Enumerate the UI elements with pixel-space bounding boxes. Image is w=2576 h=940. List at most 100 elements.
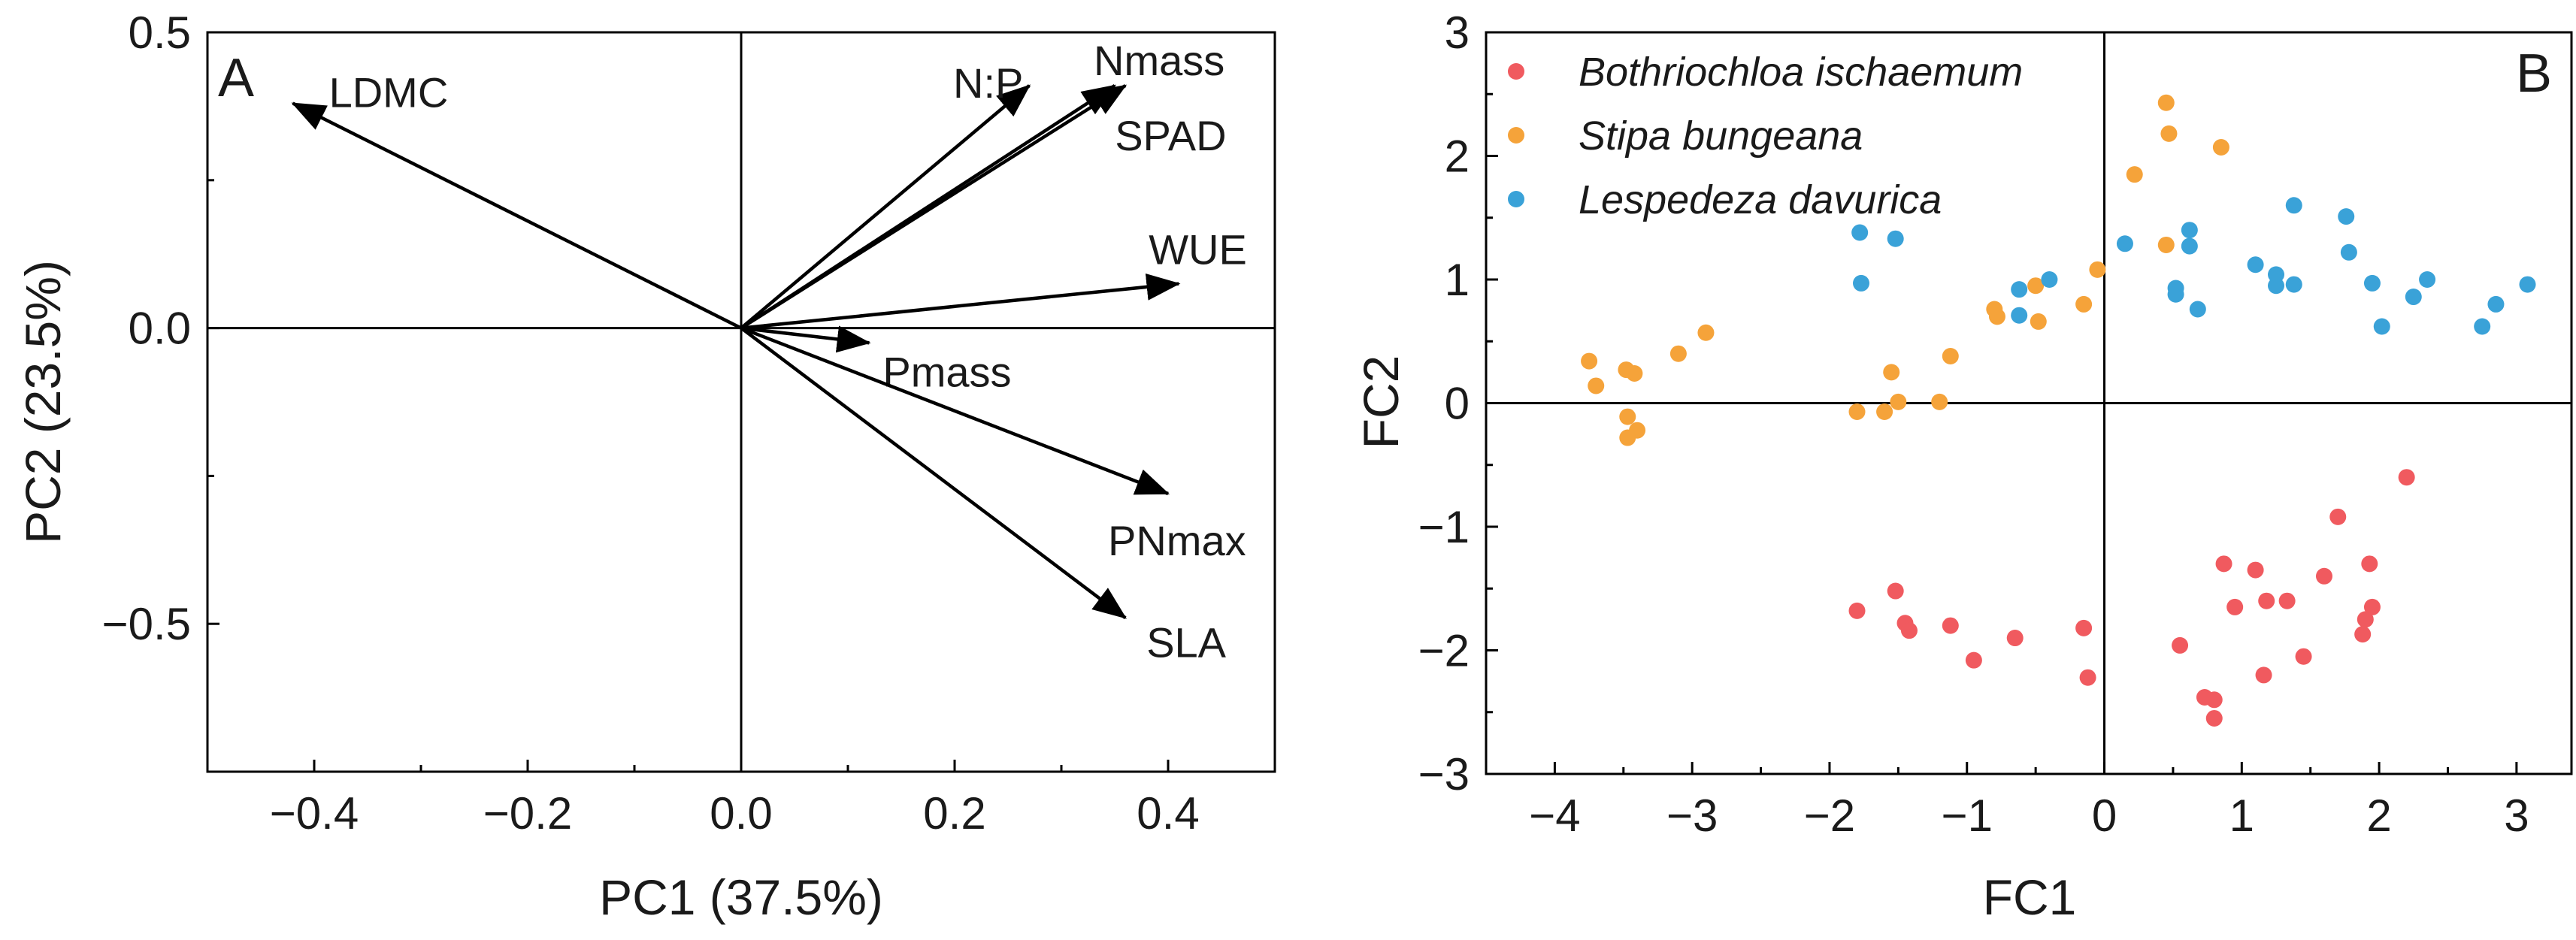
point-lespedeza-davurica <box>2041 271 2058 288</box>
point-lespedeza-davurica <box>2285 276 2302 293</box>
vector-label-n-p: N:P <box>953 59 1023 107</box>
panel-a-y-axis-label: PC2 (23.5%) <box>15 260 71 544</box>
point-lespedeza-davurica <box>2340 243 2357 261</box>
panel-b-label: B <box>2516 44 2552 104</box>
loading-vector-spad <box>740 83 1128 330</box>
legend-marker-lespedeza-davurica <box>1508 191 1524 207</box>
panel-b-x-tick-label: 2 <box>2366 790 2391 841</box>
point-stipa-bungeana <box>1619 408 1636 425</box>
panel-b-y-tick-label: 3 <box>1445 8 1470 58</box>
legend-label-bothriochloa-ischaemum: Bothriochloa ischaemum <box>1579 50 2023 95</box>
point-stipa-bungeana <box>2089 261 2106 278</box>
point-bothriochloa-ischaemum <box>1965 651 1982 669</box>
panel-b-y-axis-label: FC2 <box>1353 355 1409 449</box>
panel-b-x-tick-label: 3 <box>2504 790 2529 841</box>
point-bothriochloa-ischaemum <box>2215 555 2232 573</box>
point-bothriochloa-ischaemum <box>1900 622 1918 639</box>
vector-label-pnmax: PNmax <box>1108 517 1246 564</box>
panel-a-y-tick-label: 0.0 <box>129 304 191 354</box>
panel-b-y-tick-label: 2 <box>1445 131 1470 182</box>
point-lespedeza-davurica <box>2285 197 2302 214</box>
point-stipa-bungeana <box>1581 352 1598 370</box>
panel-a-label: A <box>218 48 254 108</box>
point-lespedeza-davurica <box>2405 289 2422 306</box>
point-bothriochloa-ischaemum <box>2255 666 2272 684</box>
point-lespedeza-davurica <box>2167 286 2184 303</box>
point-bothriochloa-ischaemum <box>2361 555 2378 573</box>
point-bothriochloa-ischaemum <box>2258 592 2275 609</box>
point-lespedeza-davurica <box>2181 222 2198 239</box>
point-lespedeza-davurica <box>2363 274 2381 292</box>
point-bothriochloa-ischaemum <box>2172 636 2189 654</box>
point-lespedeza-davurica <box>2181 237 2198 255</box>
point-stipa-bungeana <box>2157 236 2175 253</box>
panel-a-x-tick-label: 0.2 <box>923 788 985 839</box>
point-bothriochloa-ischaemum <box>2357 611 2374 628</box>
panel-b-points <box>1581 94 2536 727</box>
point-bothriochloa-ischaemum <box>1887 582 1904 600</box>
point-bothriochloa-ischaemum <box>2205 691 2223 709</box>
point-lespedeza-davurica <box>2189 301 2206 318</box>
point-bothriochloa-ischaemum <box>2354 626 2372 643</box>
panel-b-x-tick-label: −1 <box>1942 790 1993 841</box>
panel-b-zero-lines <box>1486 32 2571 774</box>
point-lespedeza-davurica <box>2338 208 2355 225</box>
panel-b-y-tick-label: −3 <box>1418 749 1470 799</box>
vector-label-sla: SLA <box>1146 618 1226 666</box>
point-stipa-bungeana <box>2160 125 2178 142</box>
point-stipa-bungeana <box>1883 364 1900 381</box>
point-stipa-bungeana <box>1626 365 1643 382</box>
point-stipa-bungeana <box>2126 166 2143 183</box>
panel-b-x-tick-label: 0 <box>2092 790 2117 841</box>
point-stipa-bungeana <box>1619 429 1636 446</box>
point-stipa-bungeana <box>1931 393 1948 410</box>
loading-vector-sla <box>740 326 1127 620</box>
panel-a-x-tick-label: 0.4 <box>1137 788 1199 839</box>
point-bothriochloa-ischaemum <box>2006 630 2024 647</box>
point-lespedeza-davurica <box>2487 295 2505 313</box>
loading-vector-n-p <box>740 84 1031 330</box>
panel-b-x-tick-label: −2 <box>1804 790 1855 841</box>
loading-vector-ldmc <box>291 101 743 330</box>
point-lespedeza-davurica <box>2247 256 2264 274</box>
point-lespedeza-davurica <box>2474 318 2491 335</box>
point-stipa-bungeana <box>1669 345 1687 362</box>
point-stipa-bungeana <box>2075 295 2093 313</box>
vector-label-spad: SPAD <box>1115 112 1226 159</box>
point-bothriochloa-ischaemum <box>1942 617 1959 634</box>
point-lespedeza-davurica <box>2268 277 2285 295</box>
point-bothriochloa-ischaemum <box>2398 469 2415 486</box>
panel-a-y-tick-label: −0.5 <box>102 599 191 649</box>
panel-b-x-tick-label: 1 <box>2229 790 2254 841</box>
point-bothriochloa-ischaemum <box>2329 508 2347 525</box>
panel-a-x-axis-label: PC1 (37.5%) <box>599 869 883 925</box>
point-lespedeza-davurica <box>2373 318 2390 335</box>
legend-label-stipa-bungeana: Stipa bungeana <box>1579 113 1863 159</box>
panel-a-x-tick-label: 0.0 <box>710 788 772 839</box>
panel-b-ticks: −4 −3 −2 −1 0 1 2 3 −3 −2 −1 0 1 2 3 <box>1418 8 2529 841</box>
point-lespedeza-davurica <box>1853 274 1870 292</box>
vector-label-wue: WUE <box>1149 226 1247 274</box>
point-stipa-bungeana <box>2027 277 2045 295</box>
loading-vector-pnmax <box>740 326 1170 496</box>
point-stipa-bungeana <box>1890 393 1907 410</box>
point-stipa-bungeana <box>1848 404 1866 421</box>
point-lespedeza-davurica <box>2519 276 2536 293</box>
point-lespedeza-davurica <box>1851 224 1869 241</box>
panel-b-y-tick-label: −1 <box>1418 502 1470 552</box>
point-bothriochloa-ischaemum <box>2363 598 2381 615</box>
panel-b-x-tick-label: −3 <box>1666 790 1718 841</box>
point-bothriochloa-ischaemum <box>2205 709 2223 727</box>
point-lespedeza-davurica <box>1887 230 1904 247</box>
panel-b-x-axis-label: FC1 <box>1983 869 2077 925</box>
point-lespedeza-davurica <box>2011 307 2028 324</box>
panel-b-y-tick-label: 0 <box>1445 379 1470 429</box>
point-bothriochloa-ischaemum <box>2226 598 2244 615</box>
panel-b-y-tick-label: −2 <box>1418 626 1470 676</box>
vector-label-nmass: Nmass <box>1094 37 1224 84</box>
point-bothriochloa-ischaemum <box>2295 648 2312 665</box>
vector-label-ldmc: LDMC <box>329 68 449 116</box>
panel-a-x-tick-label: −0.2 <box>483 788 572 839</box>
